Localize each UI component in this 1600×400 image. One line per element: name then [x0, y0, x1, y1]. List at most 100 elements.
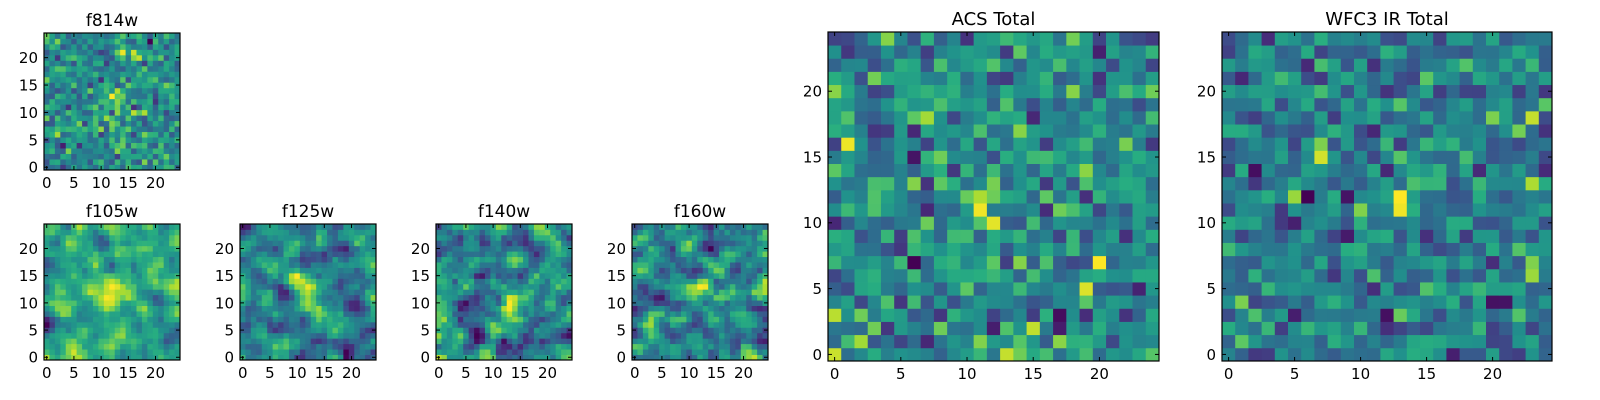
heatmap-cell — [54, 224, 61, 230]
heatmap-cell — [933, 137, 948, 151]
heatmap-cell — [278, 224, 284, 230]
heatmap-cell — [1106, 334, 1120, 349]
heatmap-cell — [544, 311, 551, 317]
heatmap-cell — [708, 234, 714, 241]
heatmap-cell — [272, 272, 279, 279]
heatmap-cell — [1393, 242, 1408, 257]
heatmap-cell — [65, 224, 72, 230]
heatmap-cell — [1235, 268, 1249, 283]
heatmap-cell — [131, 148, 137, 154]
heatmap-cell — [468, 251, 475, 258]
heatmap-cell — [1406, 295, 1421, 309]
heatmap-cell — [76, 278, 83, 285]
heatmap-cell — [65, 256, 72, 263]
heatmap-cell — [245, 349, 252, 355]
heatmap-cell — [501, 294, 508, 301]
heatmap-cell — [54, 54, 61, 61]
heatmap-cell — [1248, 255, 1262, 270]
heatmap-cell — [1472, 58, 1487, 72]
heatmap-cell — [49, 148, 56, 154]
heatmap-cell — [125, 115, 132, 122]
heatmap-cell — [272, 354, 279, 361]
heatmap-cell — [131, 54, 137, 61]
heatmap-cell — [686, 311, 693, 317]
heatmap-cell — [158, 294, 165, 301]
heatmap-cell — [310, 332, 317, 339]
heatmap-cell — [136, 98, 143, 105]
heatmap-cell — [114, 104, 121, 111]
heatmap-cell — [1433, 163, 1447, 178]
heatmap-cell — [1446, 308, 1460, 322]
heatmap-cell — [44, 43, 50, 50]
heatmap-cell — [348, 251, 355, 258]
heatmap-cell — [686, 256, 693, 263]
heatmap-cell — [332, 311, 339, 317]
heatmap-cell — [702, 300, 709, 306]
heatmap-cell — [1000, 242, 1014, 257]
heatmap-cell — [316, 262, 322, 268]
heatmap-cell — [354, 278, 361, 285]
heatmap-cell — [880, 268, 895, 283]
heatmap-cell — [1301, 84, 1315, 99]
heatmap-cell — [653, 245, 660, 252]
heatmap-cell — [986, 216, 1001, 230]
heatmap-cell — [452, 316, 459, 323]
heatmap-cell — [1340, 347, 1355, 362]
heatmap-cell — [1340, 203, 1355, 217]
heatmap-cell — [250, 278, 257, 285]
heatmap-cell — [114, 349, 121, 355]
heatmap-cell — [1039, 97, 1054, 112]
heatmap-cell — [533, 283, 540, 290]
heatmap-cell — [697, 300, 704, 306]
heatmap-cell — [294, 289, 301, 296]
heatmap-cell — [114, 71, 121, 78]
heatmap-cell — [1420, 216, 1434, 230]
heatmap-cell — [1066, 321, 1080, 336]
heatmap-cell — [158, 338, 165, 345]
heatmap-cell — [452, 272, 459, 279]
heatmap-cell — [1538, 308, 1553, 322]
heatmap-cell — [762, 289, 769, 296]
heatmap-cell — [490, 256, 497, 263]
heatmap-cells-f140w — [436, 224, 573, 361]
heatmap-cell — [65, 159, 72, 165]
heatmap-cell — [854, 255, 869, 270]
heatmap-cell — [136, 305, 143, 312]
heatmap-cell — [512, 316, 518, 323]
heatmap-cell — [54, 349, 61, 355]
heatmap-cell — [933, 97, 948, 112]
heatmap-cell — [960, 295, 975, 309]
heatmap-cell — [675, 267, 682, 274]
heatmap-cell — [544, 234, 551, 241]
heatmap-cell — [751, 234, 758, 241]
heatmap-cell — [174, 33, 181, 39]
heatmap-cell — [1288, 203, 1302, 217]
heatmap-cell — [354, 305, 361, 312]
heatmap-cell — [288, 267, 295, 274]
heatmap-cell — [670, 311, 676, 317]
heatmap-cell — [1288, 150, 1302, 164]
heatmap-cell — [1261, 45, 1276, 59]
heatmap-cell — [1406, 203, 1421, 217]
heatmap-cell — [1538, 216, 1553, 230]
heatmap-cell — [468, 332, 475, 339]
heatmap-cell — [523, 305, 529, 312]
heatmap-cell — [894, 321, 908, 336]
heatmap-cell — [147, 148, 154, 154]
heatmap-cell — [697, 305, 704, 312]
heatmap-cell — [1274, 124, 1289, 138]
heatmap-cell — [359, 327, 366, 334]
heatmap-cell — [141, 76, 148, 83]
heatmap-cell — [1538, 295, 1553, 309]
heatmap-cell — [299, 272, 306, 279]
heatmap-cell — [463, 240, 470, 247]
heatmap-cell — [120, 283, 126, 290]
heatmap-cell — [131, 224, 137, 230]
heatmap-cell — [316, 278, 322, 285]
heatmap-cell — [1132, 163, 1147, 178]
heatmap-cell — [136, 43, 143, 50]
heatmap-cell — [1512, 203, 1526, 217]
heatmap-cell — [114, 76, 121, 83]
heatmap-cell — [65, 142, 72, 149]
heatmap-cell — [933, 84, 948, 99]
